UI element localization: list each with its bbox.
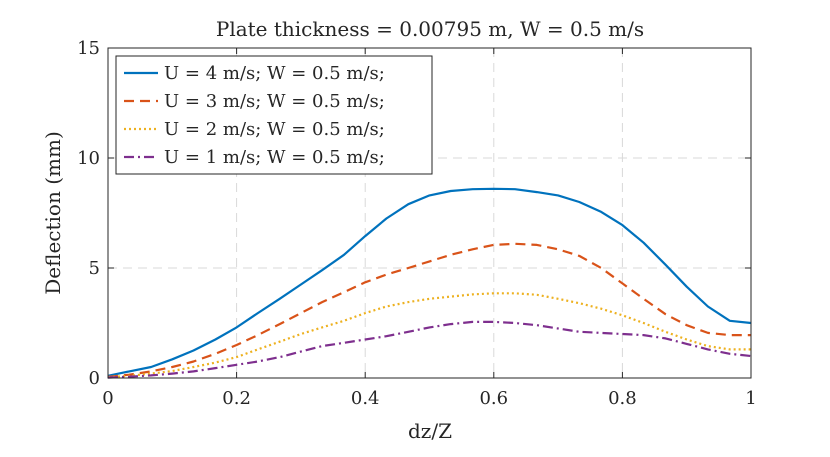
legend-label-2: U = 3 m/s; W = 0.5 m/s; bbox=[164, 91, 385, 112]
x-tick-label: 0.4 bbox=[351, 388, 380, 409]
y-tick-label: 5 bbox=[89, 258, 100, 279]
x-tick-label: 0 bbox=[102, 388, 113, 409]
x-axis-label: dz/Z bbox=[408, 419, 452, 443]
series-line-1 bbox=[107, 187, 752, 377]
x-tick-label: 1 bbox=[745, 388, 756, 409]
series-line-3 bbox=[107, 292, 751, 379]
legend: U = 4 m/s; W = 0.5 m/s; U = 3 m/s; W = 0.… bbox=[115, 55, 433, 175]
legend-label-4: U = 1 m/s; W = 0.5 m/s; bbox=[164, 147, 385, 168]
y-tick-label: 0 bbox=[89, 368, 100, 389]
y-axis-label: Deflection (mm) bbox=[41, 131, 65, 295]
legend-box bbox=[115, 55, 433, 175]
x-tick-label: 0.2 bbox=[222, 388, 251, 409]
series-line-2 bbox=[107, 242, 751, 378]
legend-label-1: U = 4 m/s; W = 0.5 m/s; bbox=[164, 63, 385, 84]
legend-label-3: U = 2 m/s; W = 0.5 m/s; bbox=[164, 119, 385, 140]
series-line-4 bbox=[107, 320, 752, 379]
x-tick-label: 0.6 bbox=[479, 388, 508, 409]
y-tick-label: 10 bbox=[77, 148, 100, 169]
series-layer bbox=[107, 187, 752, 379]
chart-title: Plate thickness = 0.00795 m, W = 0.5 m/s bbox=[216, 17, 644, 41]
y-tick-label: 15 bbox=[77, 38, 100, 59]
plot-area-frame bbox=[107, 47, 752, 379]
x-tick-label: 0.8 bbox=[608, 388, 637, 409]
